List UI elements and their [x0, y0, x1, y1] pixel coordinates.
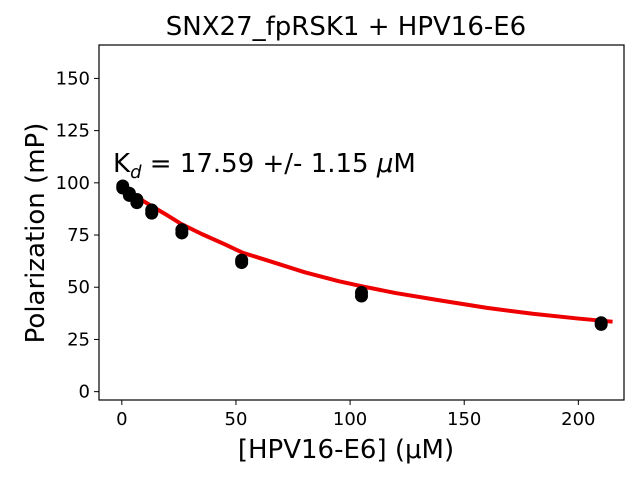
y-tick-label: 100 [56, 173, 90, 194]
chart-title: SNX27_fpRSK1 + HPV16-E6 [166, 12, 526, 42]
data-point [130, 196, 144, 210]
kd-unit-rest: M [393, 149, 415, 179]
x-axis-ticks: 0 50 100 150 200 [116, 400, 596, 430]
kd-unit-mu: μ [376, 149, 394, 179]
data-point [145, 206, 159, 220]
kd-subscript: d [130, 162, 142, 183]
y-tick-label: 0 [79, 382, 90, 403]
data-point [355, 289, 368, 303]
data-point [175, 226, 189, 240]
kd-value: = 17.59 +/- 1.15 [142, 149, 377, 179]
axes-frame [98, 44, 625, 401]
y-axis-ticks: 0 25 50 75 100 125 150 [56, 68, 99, 403]
y-tick-label: 75 [67, 225, 90, 246]
x-axis-label: [HPV16-E6] (μM) [238, 435, 454, 465]
x-tick-label: 0 [116, 409, 127, 430]
x-tick-label: 50 [225, 409, 248, 430]
y-axis-label: Polarization (mP) [21, 123, 51, 344]
x-tick-label: 200 [561, 409, 595, 430]
fit-curve [120, 184, 613, 324]
y-tick-label: 50 [67, 277, 90, 298]
kd-prefix: K [113, 149, 131, 179]
data-point [235, 256, 249, 270]
data-point [594, 317, 608, 331]
y-tick-label: 125 [56, 121, 90, 142]
kd-annotation: Kd = 17.59 +/- 1.15 μM [113, 149, 416, 183]
y-tick-label: 25 [67, 329, 90, 350]
x-tick-label: 100 [333, 409, 367, 430]
x-tick-label: 150 [447, 409, 481, 430]
plot-area [116, 179, 613, 331]
y-tick-label: 150 [56, 68, 90, 89]
